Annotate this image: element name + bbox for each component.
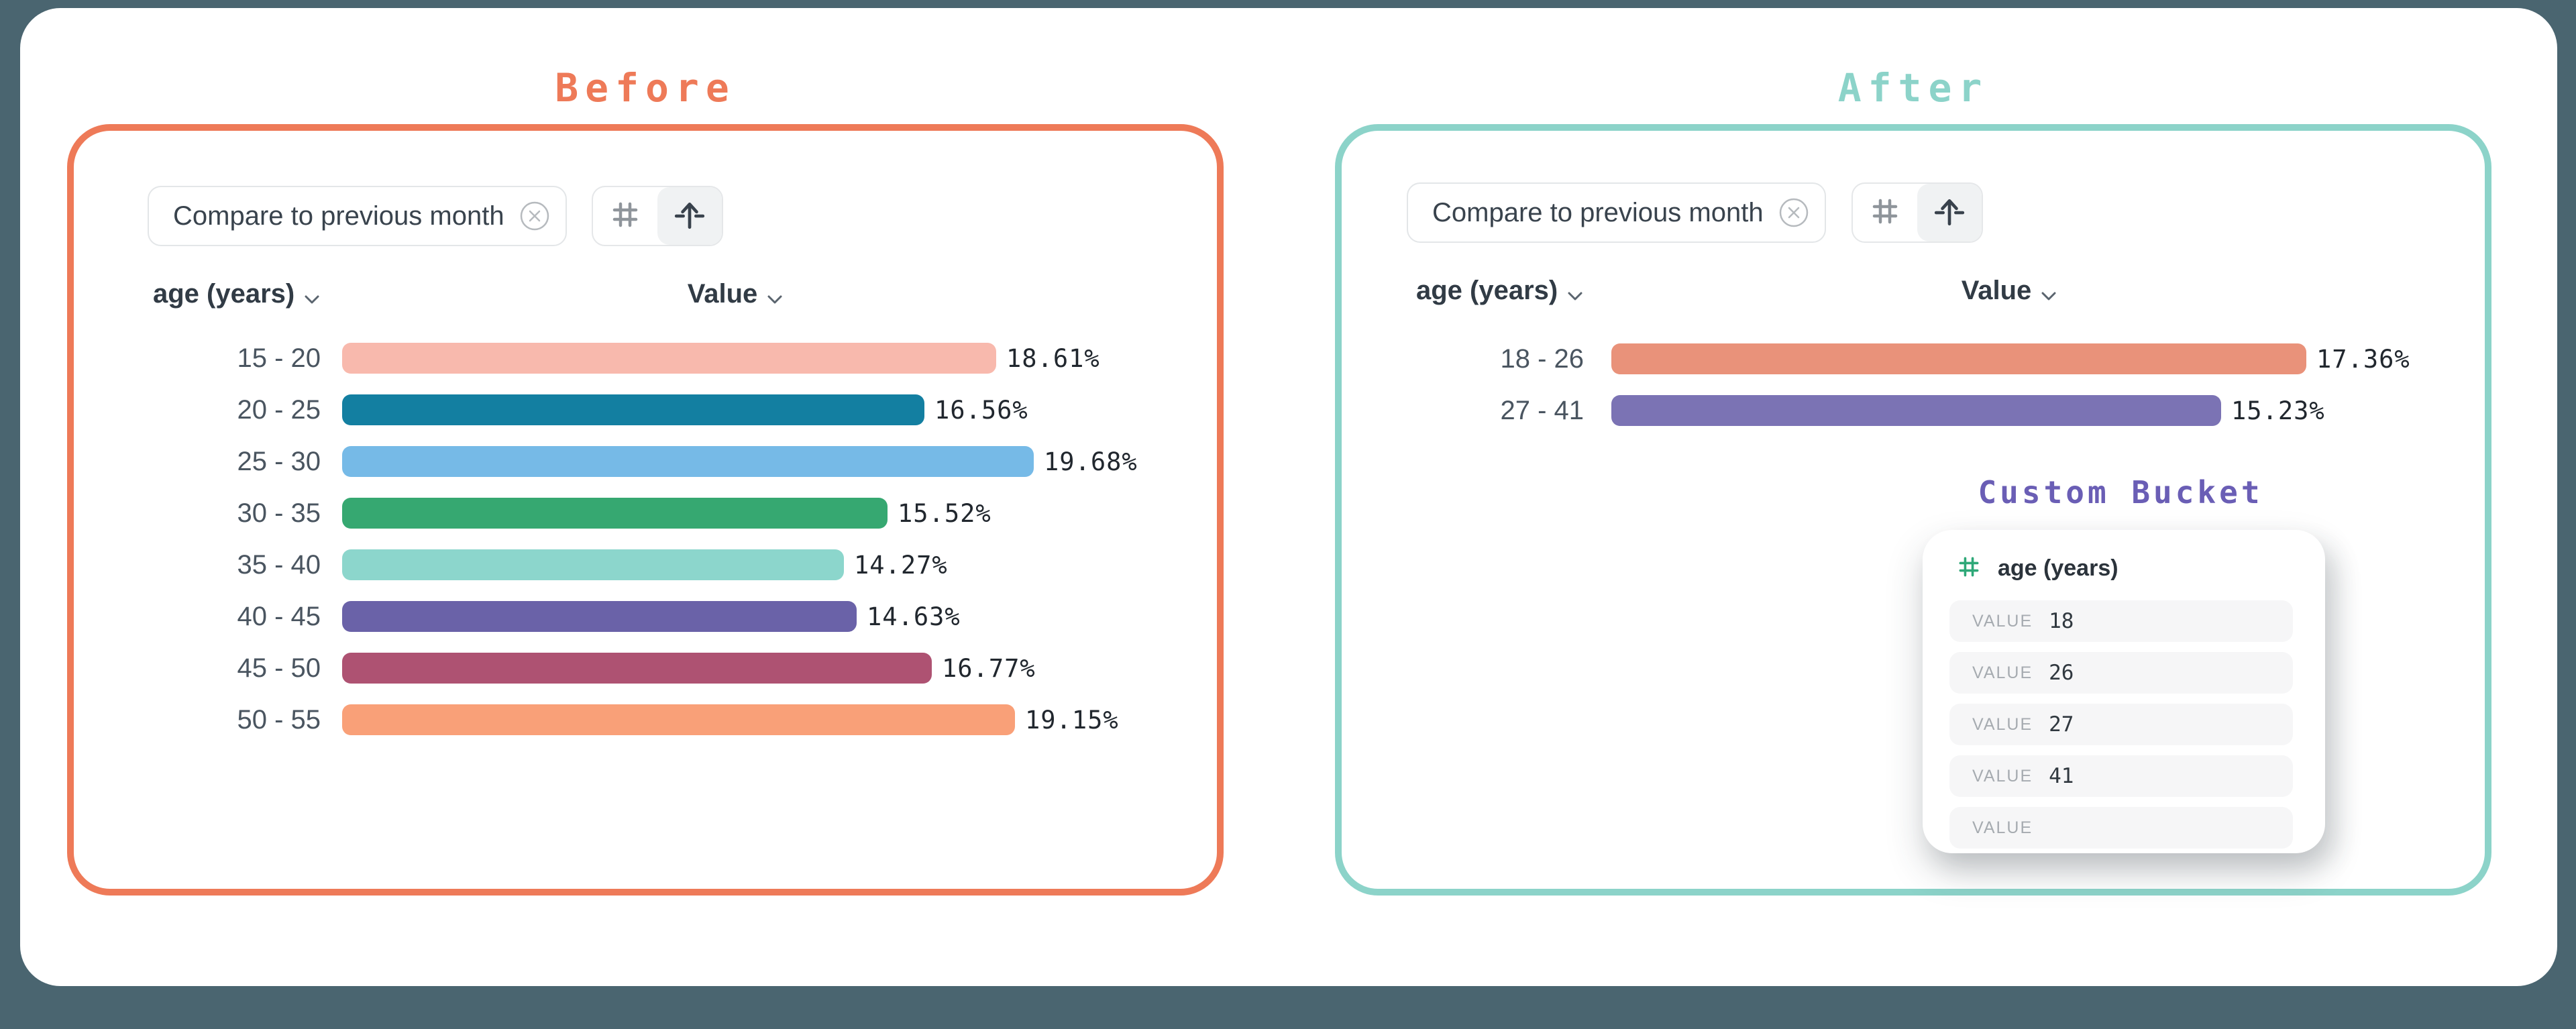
value-header-label: Value bbox=[687, 279, 758, 309]
chevron-down-icon bbox=[767, 281, 783, 311]
row-label: 15 - 20 bbox=[237, 343, 321, 373]
bar-value-label: 19.68% bbox=[1044, 447, 1138, 476]
value-field-label: VALUE bbox=[1972, 714, 2033, 734]
dimension-header-label: age (years) bbox=[153, 279, 295, 309]
custom-bucket-field-name: age (years) bbox=[1998, 555, 2118, 581]
row-label: 25 - 30 bbox=[237, 446, 321, 476]
bar[interactable] bbox=[342, 498, 888, 529]
bar[interactable] bbox=[342, 446, 1034, 477]
value-field-value: 41 bbox=[2049, 764, 2074, 788]
after-panel: Compare to previous month bbox=[1335, 124, 2491, 896]
content-card: Before After Compare to previous month bbox=[20, 8, 2557, 986]
row-label: 18 - 26 bbox=[1500, 343, 1584, 374]
bar[interactable] bbox=[342, 653, 932, 684]
table-row: 18 - 26 17.36% bbox=[1342, 343, 2485, 374]
numeric-view-button[interactable] bbox=[593, 187, 657, 245]
display-toggle-group bbox=[1851, 182, 1983, 243]
custom-bucket-title: Custom Bucket bbox=[1978, 474, 2263, 510]
row-label: 27 - 41 bbox=[1500, 395, 1584, 425]
hash-icon bbox=[1869, 195, 1901, 231]
value-field-label: VALUE bbox=[1972, 611, 2033, 631]
hash-icon bbox=[609, 199, 641, 234]
bar-value-label: 15.23% bbox=[2231, 396, 2325, 425]
bar-value-label: 17.36% bbox=[2316, 344, 2410, 374]
bar[interactable] bbox=[342, 549, 844, 580]
chevron-down-icon bbox=[2041, 278, 2057, 308]
table-row: 35 - 40 14.27% bbox=[74, 549, 1217, 580]
arrow-up-from-line-icon bbox=[1933, 195, 1966, 231]
value-header-label: Value bbox=[1961, 276, 2032, 305]
value-field-value: 26 bbox=[2049, 661, 2074, 685]
row-label: 45 - 50 bbox=[237, 653, 321, 683]
table-row: 30 - 35 15.52% bbox=[74, 498, 1217, 529]
filter-chip[interactable]: Compare to previous month bbox=[148, 186, 567, 246]
bar[interactable] bbox=[342, 343, 996, 374]
filter-chip[interactable]: Compare to previous month bbox=[1407, 182, 1826, 243]
value-field-label: VALUE bbox=[1972, 818, 2033, 837]
bar[interactable] bbox=[342, 704, 1015, 735]
row-label: 35 - 40 bbox=[237, 549, 321, 580]
row-label: 50 - 55 bbox=[237, 704, 321, 735]
bar-view-button[interactable] bbox=[1917, 184, 1982, 241]
bucket-value-input[interactable]: VALUE 27 bbox=[1949, 704, 2293, 745]
bar[interactable] bbox=[1611, 395, 2221, 426]
table-row: 27 - 41 15.23% bbox=[1342, 395, 2485, 426]
custom-bucket-rows: VALUE 18 VALUE 26 VALUE 27 VALUE 41 VALU… bbox=[1949, 600, 2293, 849]
bar[interactable] bbox=[342, 601, 857, 632]
before-title: Before bbox=[555, 65, 736, 111]
bucket-value-input[interactable]: VALUE bbox=[1949, 807, 2293, 849]
filter-chip-label: Compare to previous month bbox=[1432, 197, 1764, 227]
display-toggle-group bbox=[592, 186, 723, 246]
filter-chip-label: Compare to previous month bbox=[173, 201, 504, 231]
bar-value-label: 15.52% bbox=[898, 498, 991, 528]
bar-value-label: 16.77% bbox=[942, 653, 1036, 683]
row-label: 20 - 25 bbox=[237, 394, 321, 425]
close-icon[interactable] bbox=[1778, 197, 1809, 228]
bar-value-label: 14.63% bbox=[867, 602, 961, 631]
close-icon[interactable] bbox=[519, 201, 550, 231]
value-column-header[interactable]: Value bbox=[635, 277, 836, 311]
arrow-up-from-line-icon bbox=[673, 198, 706, 235]
value-field-value: 18 bbox=[2049, 609, 2074, 633]
bar-value-label: 18.61% bbox=[1006, 343, 1100, 373]
value-field-label: VALUE bbox=[1972, 663, 2033, 682]
after-bar-table: 18 - 26 17.36% 27 - 41 15.23% bbox=[1342, 343, 2485, 447]
chevron-down-icon bbox=[1567, 278, 1583, 308]
bucket-value-input[interactable]: VALUE 41 bbox=[1949, 755, 2293, 797]
table-row: 50 - 55 19.15% bbox=[74, 704, 1217, 735]
table-row: 15 - 20 18.61% bbox=[74, 343, 1217, 374]
custom-bucket-field-header: age (years) bbox=[1956, 554, 2293, 583]
table-row: 45 - 50 16.77% bbox=[74, 653, 1217, 684]
chevron-down-icon bbox=[304, 281, 320, 311]
value-field-value: 27 bbox=[2049, 712, 2074, 737]
row-label: 30 - 35 bbox=[237, 498, 321, 528]
dimension-column-header[interactable]: age (years) bbox=[153, 277, 320, 311]
after-title: After bbox=[1837, 65, 1989, 111]
numeric-view-button[interactable] bbox=[1853, 184, 1917, 241]
row-label: 40 - 45 bbox=[237, 601, 321, 631]
bucket-value-input[interactable]: VALUE 18 bbox=[1949, 600, 2293, 642]
dimension-column-header[interactable]: age (years) bbox=[1416, 274, 1583, 308]
before-bar-table: 15 - 20 18.61% 20 - 25 16.56% 25 - 30 19… bbox=[74, 343, 1217, 756]
bar[interactable] bbox=[342, 394, 924, 425]
bar-value-label: 14.27% bbox=[854, 550, 948, 580]
bar[interactable] bbox=[1611, 343, 2306, 374]
bar-view-button[interactable] bbox=[657, 187, 722, 245]
bucket-value-input[interactable]: VALUE 26 bbox=[1949, 652, 2293, 694]
dimension-header-label: age (years) bbox=[1416, 276, 1558, 305]
bar-value-label: 16.56% bbox=[934, 395, 1028, 425]
bar-value-label: 19.15% bbox=[1025, 705, 1119, 735]
value-column-header[interactable]: Value bbox=[1909, 274, 2110, 308]
custom-bucket-popup: age (years) VALUE 18 VALUE 26 VALUE 27 V… bbox=[1923, 530, 2325, 853]
table-row: 20 - 25 16.56% bbox=[74, 394, 1217, 425]
hash-icon bbox=[1956, 554, 1982, 583]
table-row: 40 - 45 14.63% bbox=[74, 601, 1217, 632]
before-panel: Compare to previous month bbox=[67, 124, 1224, 896]
value-field-label: VALUE bbox=[1972, 766, 2033, 786]
table-row: 25 - 30 19.68% bbox=[74, 446, 1217, 477]
